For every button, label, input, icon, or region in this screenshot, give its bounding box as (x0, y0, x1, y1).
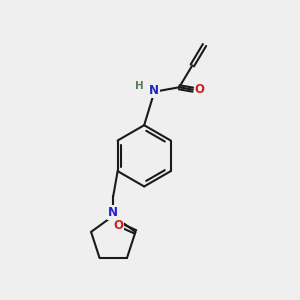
Text: O: O (113, 219, 123, 232)
Text: H: H (135, 81, 144, 91)
Text: N: N (149, 84, 159, 97)
Text: O: O (195, 83, 205, 96)
Text: N: N (108, 206, 118, 219)
